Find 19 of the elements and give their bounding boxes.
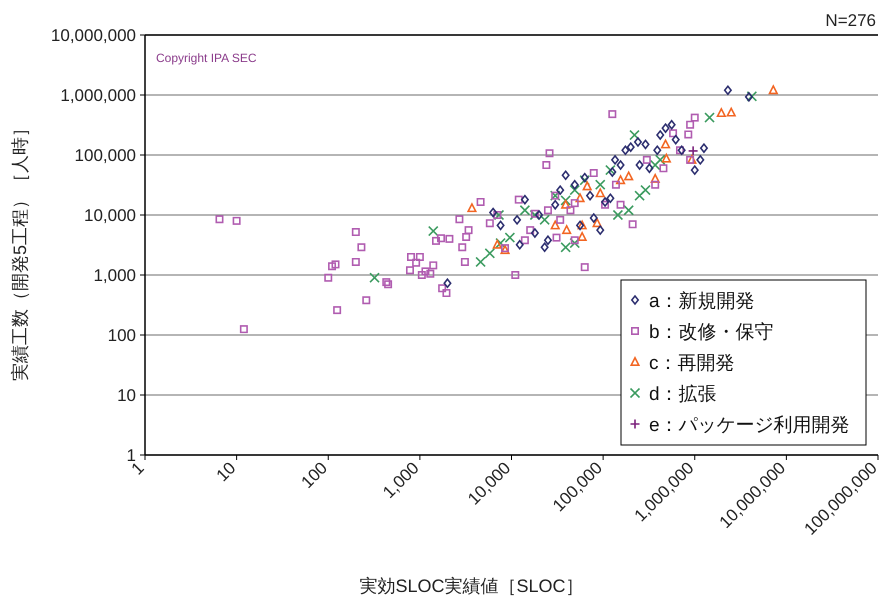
x-tick-label: 100: [298, 458, 332, 492]
y-tick-label: 1: [126, 446, 136, 465]
legend-label: c：再開発: [649, 353, 734, 374]
legend-label: a：新規開発: [649, 290, 755, 312]
x-tick-label: 10: [212, 458, 240, 486]
y-tick-label: 1,000: [93, 266, 136, 285]
y-tick-label: 100: [108, 326, 136, 345]
y-tick-label: 10,000: [84, 206, 136, 225]
legend-label: d：拡張: [649, 384, 717, 405]
y-tick-label: 10,000,000: [50, 26, 136, 45]
text: N=276: [825, 11, 876, 30]
y-tick-label: 100,000: [74, 146, 136, 165]
legend-label: e：パッケージ利用開発: [649, 415, 850, 436]
annotation: Copyright IPA SEC: [156, 51, 257, 65]
legend-label: b：改修・保守: [649, 321, 774, 343]
x-axis-title: 実効SLOC実績値［SLOC］: [359, 576, 584, 596]
y-tick-label: 10: [117, 386, 136, 405]
y-axis-title: 実績工数（開発5工程）［人時］: [10, 118, 30, 382]
y-tick-label: 1,000,000: [60, 86, 136, 105]
